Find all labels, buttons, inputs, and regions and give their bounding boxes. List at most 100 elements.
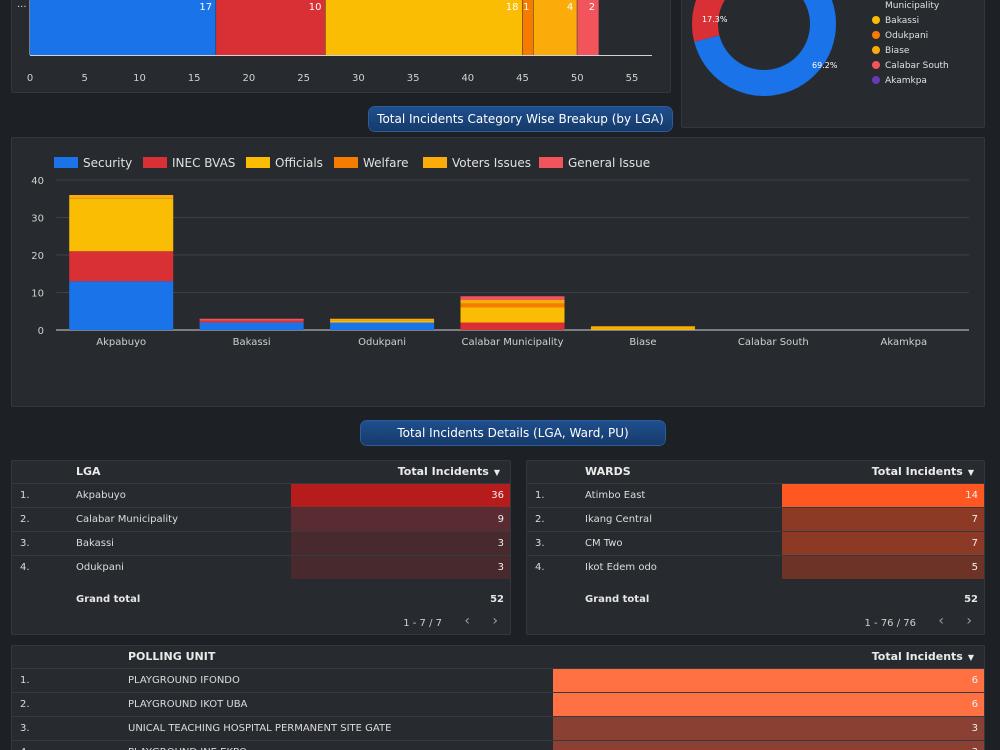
- value-bar: [291, 484, 510, 507]
- bar-0-2: [69, 198, 174, 252]
- chevron-right-icon[interactable]: ›: [492, 613, 498, 629]
- sort-desc-icon[interactable]: ▼: [493, 468, 500, 477]
- top-x-tick-10: 50: [571, 73, 584, 84]
- bar-2-2: [330, 320, 435, 323]
- section-title-incident-details: Total Incidents Details (LGA, Ward, PU): [361, 421, 665, 445]
- bar-1-1: [199, 320, 304, 323]
- row-index: 2.: [20, 699, 30, 710]
- bar-3-1: [460, 322, 565, 330]
- row-index: 1.: [535, 490, 545, 501]
- legend-item-1[interactable]: INEC BVAS: [143, 156, 235, 170]
- lga-table: LGA Total Incidents ▼ 1. Akpabuyo 36 2. Calab…: [11, 460, 511, 635]
- value-bar: [782, 556, 984, 579]
- table-row[interactable]: 4. Ikot Edem odo 5: [527, 555, 984, 579]
- top-x-tick-7: 35: [407, 73, 420, 84]
- legend-dot-icon: [872, 61, 880, 69]
- lga-total-column-header[interactable]: Total Incidents ▼: [397, 465, 500, 478]
- wards-total-column-header[interactable]: Total Incidents ▼: [871, 465, 974, 478]
- row-name: Ikang Central: [585, 514, 652, 525]
- lga-table-header: LGA Total Incidents ▼: [12, 461, 510, 483]
- legend-item-2[interactable]: Officials: [246, 156, 323, 170]
- value-bar: [291, 556, 510, 579]
- table-row[interactable]: 4. PLAYGROUND INE EKPO 3: [12, 740, 984, 750]
- legend-dot-icon: [872, 31, 880, 39]
- row-name: Atimbo East: [585, 490, 646, 501]
- row-value: 36: [491, 490, 504, 501]
- pu-total-column-header[interactable]: Total Incidents ▼: [871, 650, 974, 663]
- value-bar: [782, 508, 984, 531]
- table-row[interactable]: 4. Odukpani 3: [12, 555, 510, 579]
- legend-swatch: [246, 157, 270, 168]
- x-tick-1: Bakassi: [233, 337, 271, 348]
- table-row[interactable]: 2. Ikang Central 7: [527, 507, 984, 531]
- pie-panel: 17.3% 69.2% Municipality Bakassi Odukpani Bi…: [681, 0, 985, 128]
- chevron-left-icon[interactable]: ‹: [938, 613, 944, 629]
- row-value: 9: [497, 514, 504, 525]
- wards-column-header[interactable]: WARDS: [585, 465, 631, 478]
- value-bar: [553, 717, 984, 740]
- chevron-right-icon[interactable]: ›: [966, 613, 972, 629]
- value-bar: [291, 508, 510, 531]
- table-row[interactable]: 1. Atimbo East 14: [527, 483, 984, 507]
- top-bar-segment-0: [30, 0, 216, 55]
- top-bar-segment-5: [577, 0, 599, 55]
- table-row[interactable]: 1. PLAYGROUND IFONDO 6: [12, 668, 984, 692]
- table-row[interactable]: 1. Akpabuyo 36: [12, 483, 510, 507]
- y-tick-4: 40: [31, 176, 44, 187]
- x-tick-6: Akamkpa: [880, 337, 927, 348]
- legend-item-4[interactable]: Voters Issues: [423, 156, 531, 170]
- row-value: 7: [971, 514, 978, 525]
- bar-3-3: [460, 303, 565, 308]
- lga-column-header[interactable]: LGA: [76, 465, 101, 478]
- value-bar: [782, 532, 984, 555]
- value-bar: [291, 532, 510, 555]
- grand-total-label: Grand total: [585, 594, 650, 605]
- sort-desc-icon[interactable]: ▼: [967, 468, 974, 477]
- pie-label-calabar: 17.3%: [702, 15, 728, 24]
- bar-1-0: [199, 322, 304, 330]
- row-index: 4.: [535, 562, 545, 573]
- legend-item-3[interactable]: Welfare: [334, 156, 409, 170]
- table-row[interactable]: 3. CM Two 7: [527, 531, 984, 555]
- x-tick-5: Calabar South: [738, 337, 809, 348]
- row-name: UNICAL TEACHING HOSPITAL PERMANENT SITE …: [128, 723, 392, 734]
- category-chart-panel: Security INEC BVAS Officials Welfare Voters …: [11, 137, 985, 407]
- row-value: 3: [972, 741, 978, 750]
- row-index: 4.: [20, 562, 30, 573]
- value-bar: [553, 693, 984, 716]
- row-value: 6: [971, 699, 978, 710]
- row-name: Bakassi: [76, 538, 114, 549]
- y-tick-1: 10: [31, 289, 44, 300]
- table-row[interactable]: 3. UNICAL TEACHING HOSPITAL PERMANENT SIT…: [12, 716, 984, 740]
- row-name: Ikot Edem odo: [585, 562, 657, 573]
- row-value: 3: [971, 723, 978, 734]
- stacked-bar-chart: 0 10 20 30 40 Akpabuyo Bakassi Odukpani Calabar …: [31, 176, 969, 348]
- donut-chart: 17.3% 69.2%: [692, 0, 838, 96]
- x-tick-3: Calabar Municipality: [461, 337, 563, 348]
- value-bar: [553, 669, 984, 692]
- top-bar-label-4: 4: [567, 2, 573, 13]
- row-name: Akpabuyo: [76, 490, 126, 501]
- grand-total-value: 52: [490, 594, 504, 605]
- bar-4-2: [590, 328, 695, 330]
- sort-desc-icon[interactable]: ▼: [967, 653, 974, 662]
- legend-item-0[interactable]: Security: [54, 156, 132, 170]
- bar-0-1: [69, 251, 174, 282]
- top-x-tick-8: 40: [461, 73, 474, 84]
- row-value: 5: [971, 562, 978, 573]
- top-bar-segment-4: [533, 0, 577, 55]
- legend-item-5[interactable]: General Issue: [539, 156, 650, 170]
- pie-slice-2: [694, 0, 836, 96]
- row-index: 2.: [20, 514, 30, 525]
- pie-legend-item-3: Biase: [872, 46, 909, 56]
- top-bar-segment-1: [216, 0, 326, 55]
- table-row[interactable]: 3. Bakassi 3: [12, 531, 510, 555]
- top-bar-label-2: 18: [506, 2, 519, 13]
- row-index: 3.: [20, 723, 30, 734]
- table-row[interactable]: 2. PLAYGROUND IKOT UBA 6: [12, 692, 984, 716]
- table-row[interactable]: 2. Calabar Municipality 9: [12, 507, 510, 531]
- top-x-tick-5: 25: [297, 73, 310, 84]
- chevron-left-icon[interactable]: ‹: [464, 613, 470, 629]
- ellipsis-label: ...: [17, 0, 27, 10]
- pu-column-header[interactable]: POLLING UNIT: [128, 650, 216, 663]
